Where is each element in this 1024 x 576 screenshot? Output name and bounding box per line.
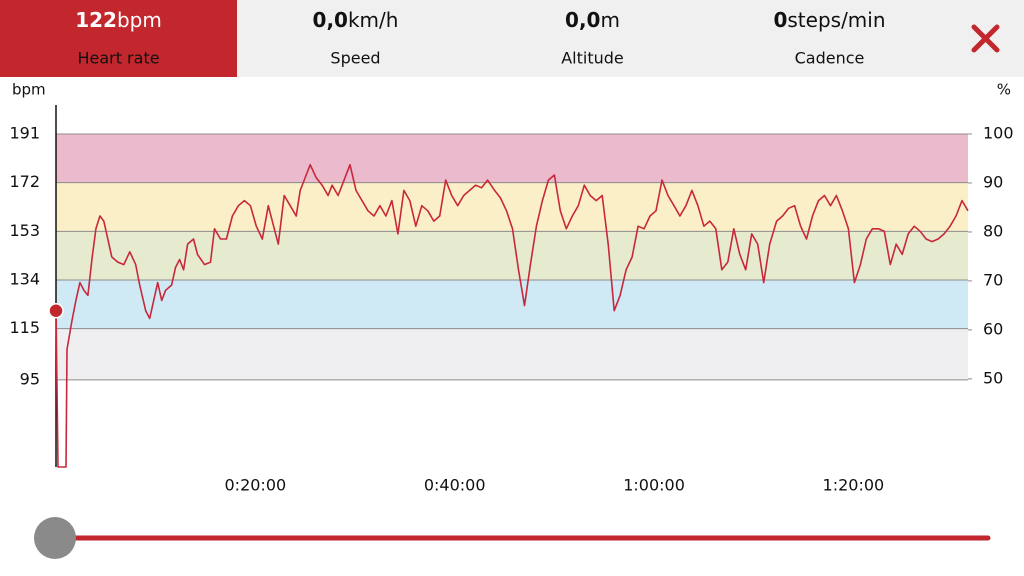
y2-tick-label: 90 xyxy=(983,172,1003,191)
tab-value: 122 xyxy=(75,8,117,32)
close-icon xyxy=(971,24,1000,53)
y-tick-label: 153 xyxy=(9,221,40,240)
heart-rate-chart: 95 115 134 153 172 191 50 60 70 80 90 100 0:20:00 0:4… xyxy=(9,81,1013,495)
y2-tick-label: 100 xyxy=(983,124,1014,143)
tab-value: 0,0 xyxy=(313,8,348,32)
tab-label: Heart rate xyxy=(77,49,159,68)
heart-rate-zone xyxy=(56,134,968,183)
tab-value: 0 xyxy=(773,8,787,32)
tab-label: Altitude xyxy=(561,49,624,68)
heart-rate-line xyxy=(55,163,969,468)
x-tick-label: 1:00:00 xyxy=(623,476,685,495)
x-tick-label: 0:20:00 xyxy=(225,476,287,495)
y2-tick-label: 80 xyxy=(983,221,1003,240)
y-tick-label: 115 xyxy=(9,318,40,337)
y2-axis-label: % xyxy=(997,81,1011,99)
tab[interactable]: 0,0m Altitude xyxy=(561,8,624,68)
tab-label: Speed xyxy=(330,49,380,68)
y2-tick-label: 60 xyxy=(983,319,1003,338)
y-tick-label: 95 xyxy=(20,369,40,388)
tab-unit: km/h xyxy=(348,8,398,32)
y2-tick-label: 50 xyxy=(983,368,1003,387)
active-tab[interactable] xyxy=(0,0,237,77)
tab[interactable]: 122bpm Heart rate xyxy=(75,8,162,68)
tab-unit: steps/min xyxy=(787,8,885,32)
tab-value-line: 0,0m xyxy=(565,8,620,32)
x-tick-label: 1:20:00 xyxy=(823,476,885,495)
y-axis-label: bpm xyxy=(12,81,46,99)
y2-tick-label: 70 xyxy=(983,270,1003,289)
tab-value-line: 0steps/min xyxy=(773,8,885,32)
tab-value-line: 0,0km/h xyxy=(313,8,399,32)
x-tick-label: 0:40:00 xyxy=(424,476,486,495)
y-tick-label: 172 xyxy=(9,172,40,191)
heart-rate-zone xyxy=(56,231,968,281)
tab-label: Cadence xyxy=(795,49,865,68)
tab-unit: bpm xyxy=(117,8,162,32)
current-marker xyxy=(48,302,64,319)
heart-rate-zone xyxy=(56,182,968,232)
tab-unit: m xyxy=(600,8,619,32)
heart-rate-zone xyxy=(56,280,968,329)
tab-value-line: 122bpm xyxy=(75,8,162,32)
tab[interactable]: 0steps/min Cadence xyxy=(773,8,885,68)
heart-rate-zone xyxy=(56,328,968,380)
timeline-knob[interactable] xyxy=(34,517,76,559)
tab-value: 0,0 xyxy=(565,8,600,32)
y-tick-label: 191 xyxy=(9,124,40,143)
close-button[interactable] xyxy=(971,24,1000,53)
tab[interactable]: 0,0km/h Speed xyxy=(313,8,399,68)
y-tick-label: 134 xyxy=(9,270,40,289)
